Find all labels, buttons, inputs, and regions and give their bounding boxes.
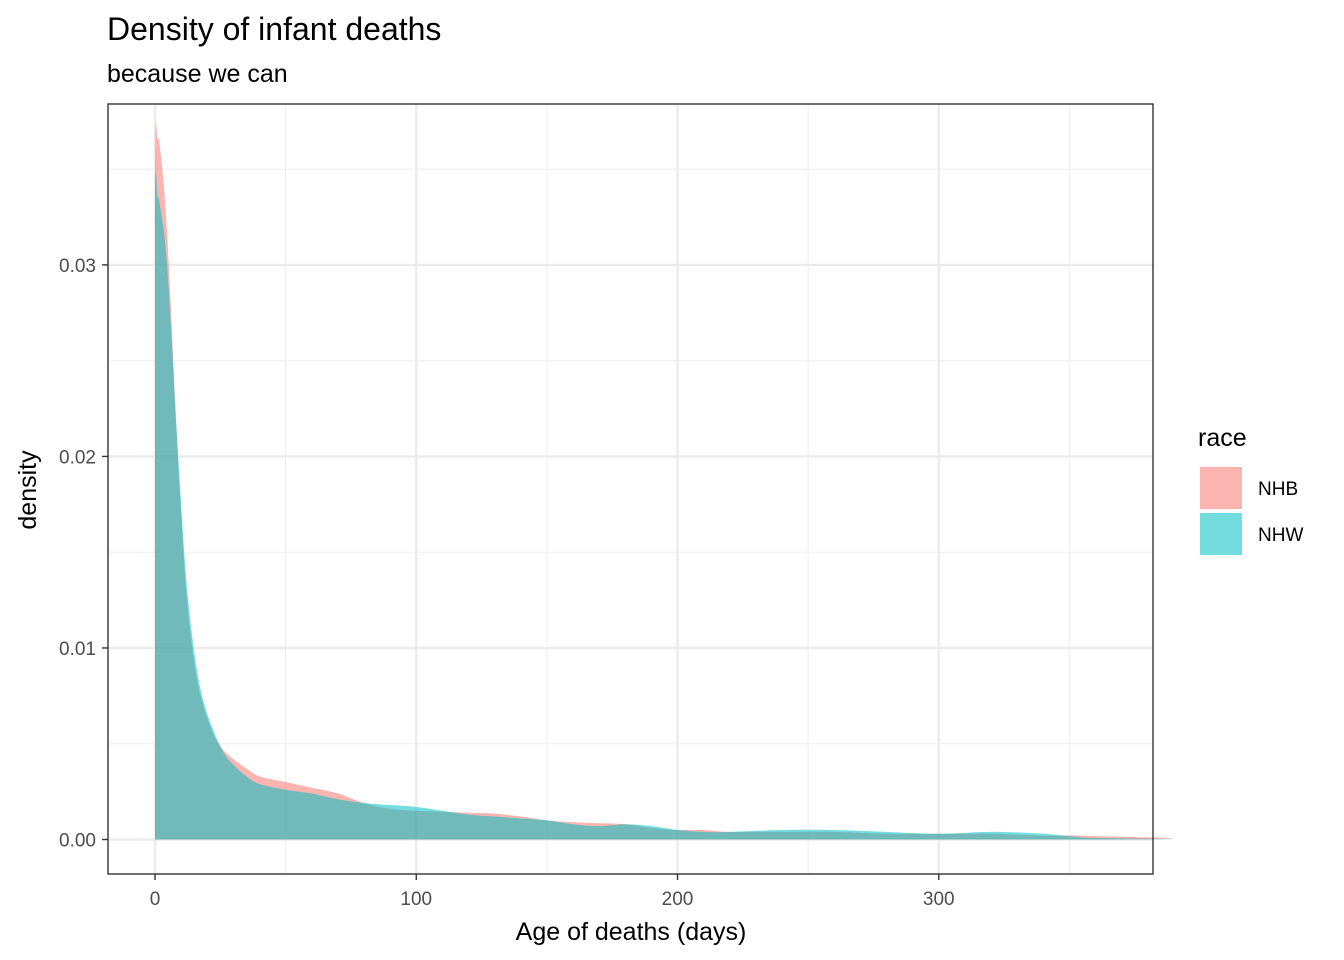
x-tick-label: 100 xyxy=(400,889,432,910)
x-tick-label: 200 xyxy=(662,889,694,910)
plot-background xyxy=(108,104,1153,874)
y-axis-title: density xyxy=(14,450,42,530)
legend-key-nhb xyxy=(1200,467,1242,509)
legend: race NHB NHW xyxy=(1198,424,1303,556)
chart-subtitle: because we can xyxy=(107,60,288,88)
panel-border xyxy=(107,103,1154,875)
y-tick-label: 0.01 xyxy=(59,639,96,660)
legend-label-nhw: NHW xyxy=(1258,525,1303,546)
x-axis-title: Age of deaths (days) xyxy=(516,918,747,946)
y-tick-label: 0.02 xyxy=(59,447,96,468)
x-axis: 0 100 200 300 xyxy=(150,874,955,910)
panel-border-rect xyxy=(107,103,1154,875)
chart-title: Density of infant deaths xyxy=(107,11,441,47)
plot-panel xyxy=(108,104,1153,874)
minor-gridlines xyxy=(108,104,1153,874)
legend-key-nhw xyxy=(1200,513,1242,555)
y-tick-label: 0.00 xyxy=(59,831,96,852)
legend-label-nhb: NHB xyxy=(1258,479,1298,500)
legend-title: race xyxy=(1198,424,1247,452)
x-tick-label: 0 xyxy=(150,889,161,910)
y-axis: 0.00 0.01 0.02 0.03 xyxy=(59,256,108,852)
x-tick-label: 300 xyxy=(923,889,955,910)
y-tick-label: 0.03 xyxy=(59,256,96,277)
